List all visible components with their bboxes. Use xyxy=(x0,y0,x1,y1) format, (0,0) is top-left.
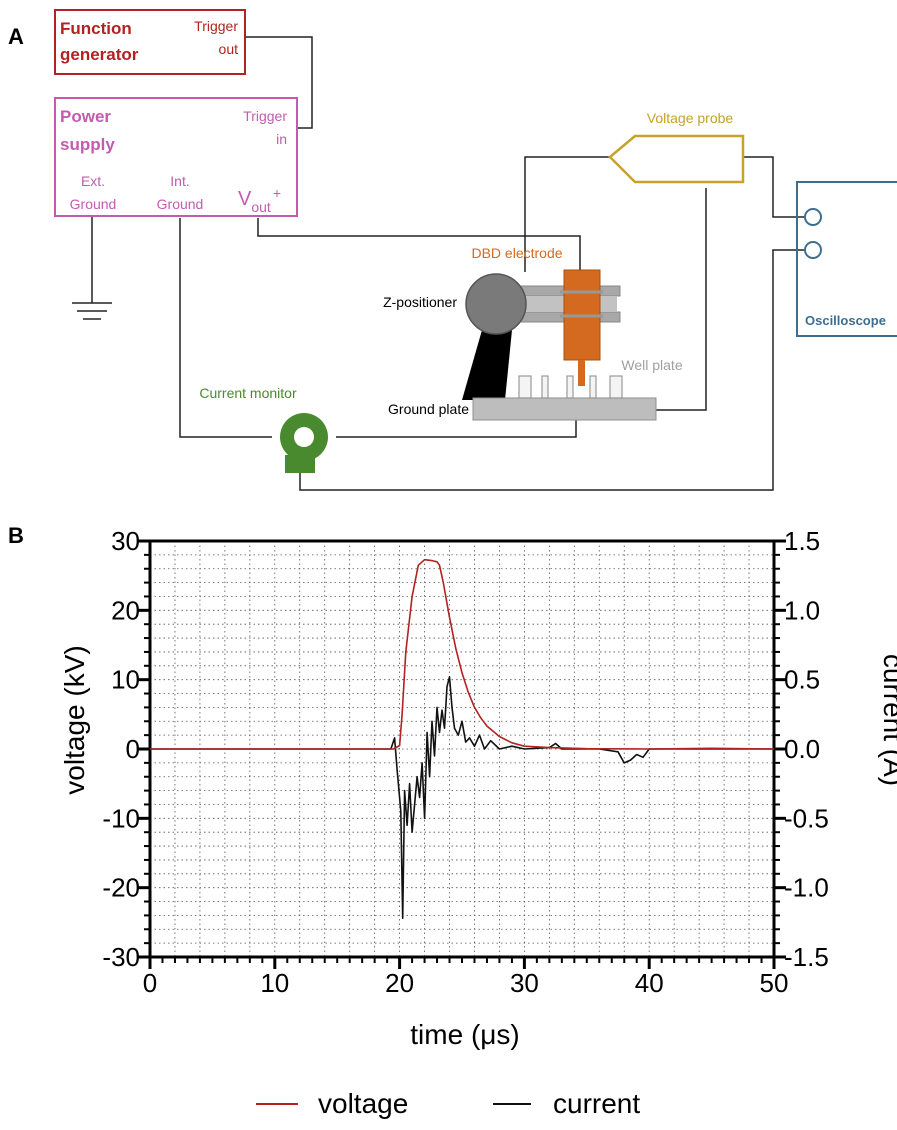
y-tick-label: -20 xyxy=(102,873,140,903)
y2-tick-label: -1.0 xyxy=(784,873,829,903)
y-tick-label: 20 xyxy=(111,595,140,625)
legend-voltage-label: voltage xyxy=(318,1088,408,1119)
y2-axis-label: current (A) xyxy=(878,654,897,786)
vout-main: V xyxy=(238,188,252,210)
z-positioner-knob xyxy=(465,273,527,335)
y-tick-label: 10 xyxy=(111,665,140,695)
y-axis-label: voltage (kV) xyxy=(59,645,90,794)
x-tick-label: 20 xyxy=(385,968,414,998)
legend-current-label: current xyxy=(553,1088,640,1119)
y-tick-label: 30 xyxy=(111,526,140,556)
int-ground-label-1: Int. xyxy=(170,173,189,189)
vout-sup: + xyxy=(273,185,281,201)
panel-a-label: A xyxy=(8,24,24,49)
y2-tick-label: 1.5 xyxy=(784,526,820,556)
y2-tick-label: 0.5 xyxy=(784,665,820,695)
legend: voltage current xyxy=(256,1088,640,1119)
dbd-electrode-label: DBD electrode xyxy=(471,245,562,261)
y-tick-label: 0 xyxy=(126,734,140,764)
plot-area: 0 10 20 30 40 50 30 20 10 0 -10 -20 -30 1.5 1.0 0.5 0.0 -… xyxy=(102,526,828,998)
ground-symbol xyxy=(72,302,112,320)
voltage-probe: Voltage probe xyxy=(608,110,745,184)
wiring xyxy=(91,36,805,491)
oscilloscope: Oscilloscope xyxy=(796,181,897,337)
series-layer xyxy=(150,558,775,920)
power-supply-title-2: supply xyxy=(60,135,115,154)
trigger-out-label-1: Trigger xyxy=(194,18,238,34)
z-positioner-label: Z-positioner xyxy=(383,294,457,310)
y2-tick-label: 0.0 xyxy=(784,734,820,764)
trigger-in-label-1: Trigger xyxy=(243,108,287,124)
ext-ground-label-1: Ext. xyxy=(81,173,105,189)
function-generator-title-2: generator xyxy=(60,45,139,64)
y-tick-label: -10 xyxy=(102,803,140,833)
power-supply-title-1: Power xyxy=(60,107,111,126)
oscilloscope-label: Oscilloscope xyxy=(805,313,886,328)
x-tick-label: 40 xyxy=(635,968,664,998)
current-monitor: Current monitor xyxy=(199,385,328,473)
well-plate: Well plate xyxy=(518,357,683,399)
y2-tick-label: -0.5 xyxy=(784,803,829,833)
y-tick-label: -30 xyxy=(102,942,140,972)
oscilloscope-channel-2 xyxy=(804,241,822,259)
x-tick-label: 50 xyxy=(760,968,789,998)
y2-tick-label: -1.5 xyxy=(784,942,829,972)
panel-b-label: B xyxy=(8,523,24,548)
ticks: 0 10 20 30 40 50 30 20 10 0 -10 -20 -30 1.5 1.0 0.5 0.0 -… xyxy=(102,526,828,998)
vout-label: Vout+ xyxy=(238,185,281,215)
ext-ground-label-2: Ground xyxy=(70,196,117,212)
voltage-probe-label: Voltage probe xyxy=(647,110,734,126)
x-tick-label: 30 xyxy=(510,968,539,998)
y2-tick-label: 1.0 xyxy=(784,595,820,625)
vout-sub: out xyxy=(251,199,271,215)
function-generator-title-1: Function xyxy=(60,19,132,38)
trigger-in-label-2: in xyxy=(276,131,287,147)
series-voltage-line xyxy=(150,558,775,750)
oscilloscope-channel-1 xyxy=(804,208,822,226)
x-tick-label: 0 xyxy=(143,968,157,998)
current-monitor-label: Current monitor xyxy=(199,385,297,401)
ground-plate-label: Ground plate xyxy=(388,401,469,417)
well-plate-label: Well plate xyxy=(621,357,682,373)
function-generator: Function generator Trigger out xyxy=(54,9,246,75)
power-supply: Power supply Trigger in Ext. Ground Int.… xyxy=(54,97,298,217)
x-axis-label: time (μs) xyxy=(410,1019,519,1050)
int-ground-label-2: Ground xyxy=(157,196,204,212)
trigger-out-label-2: out xyxy=(219,41,239,57)
ground-plate: Ground plate xyxy=(388,397,657,421)
dbd-electrode xyxy=(560,269,603,386)
series-current-line xyxy=(150,676,774,920)
x-tick-label: 10 xyxy=(260,968,289,998)
